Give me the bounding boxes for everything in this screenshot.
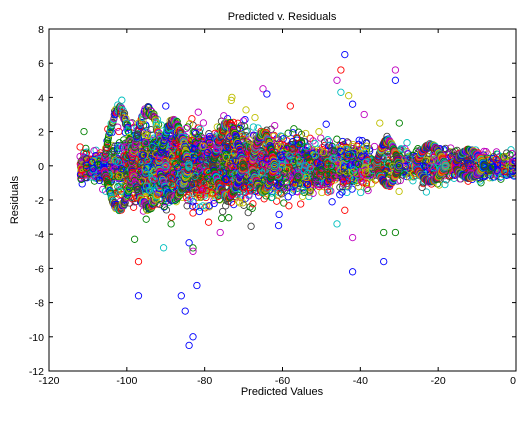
- scatter-point: [364, 186, 372, 195]
- scatter-point: [225, 214, 233, 222]
- scatter-point: [321, 141, 329, 150]
- scatter-point: [297, 200, 305, 208]
- scatter-point: [219, 207, 227, 216]
- scatter-point: [142, 215, 150, 223]
- scatter-point: [284, 193, 292, 201]
- scatter-point: [242, 106, 250, 114]
- scatter-point: [210, 199, 218, 208]
- scatter-point: [275, 210, 283, 219]
- scatter-point: [201, 204, 209, 212]
- scatter-point: [370, 142, 379, 151]
- scatter-point: [199, 119, 208, 127]
- scatter-point: [290, 125, 298, 133]
- scatter-point: [218, 214, 226, 222]
- scatter-point: [249, 200, 257, 208]
- scatter-point: [247, 222, 255, 230]
- scatter-point: [322, 120, 330, 128]
- data-points: [76, 50, 516, 350]
- scatter-point: [336, 191, 344, 199]
- scatter-point: [278, 133, 286, 141]
- scatter-point: [422, 188, 431, 196]
- scatter-point: [338, 188, 346, 196]
- scatter-point: [194, 108, 202, 116]
- scatter-point: [343, 138, 351, 146]
- scatter-point: [248, 204, 256, 212]
- scatter-point: [395, 187, 403, 196]
- scatter-point: [418, 183, 426, 192]
- scatter-point: [159, 244, 168, 252]
